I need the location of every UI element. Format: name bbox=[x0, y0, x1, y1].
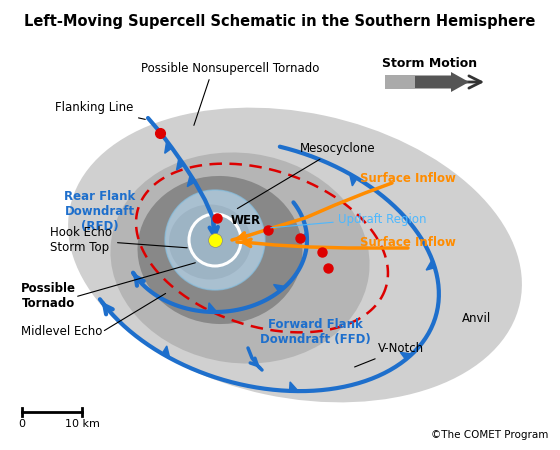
Ellipse shape bbox=[110, 153, 370, 364]
Polygon shape bbox=[290, 382, 298, 392]
Polygon shape bbox=[426, 259, 435, 270]
FancyArrow shape bbox=[385, 72, 469, 92]
FancyArrow shape bbox=[385, 76, 415, 89]
Text: WER: WER bbox=[231, 213, 261, 226]
Polygon shape bbox=[176, 158, 184, 170]
Text: 10 km: 10 km bbox=[64, 419, 100, 429]
Polygon shape bbox=[349, 173, 357, 186]
Text: Rear Flank
Downdraft
(RFD): Rear Flank Downdraft (RFD) bbox=[64, 190, 136, 233]
Text: Flanking Line: Flanking Line bbox=[55, 102, 145, 119]
Text: Possible Nonsupercell Tornado: Possible Nonsupercell Tornado bbox=[141, 62, 319, 75]
Text: Updraft Region: Updraft Region bbox=[338, 213, 427, 226]
Text: 0: 0 bbox=[18, 419, 26, 429]
Polygon shape bbox=[274, 284, 286, 292]
Text: Left-Moving Supercell Schematic in the Southern Hemisphere: Left-Moving Supercell Schematic in the S… bbox=[24, 14, 536, 29]
Text: Mesocyclone: Mesocyclone bbox=[237, 142, 376, 209]
Text: Midlevel Echo: Midlevel Echo bbox=[21, 325, 102, 338]
Ellipse shape bbox=[169, 204, 251, 279]
Text: Anvil: Anvil bbox=[462, 311, 491, 324]
Text: ©The COMET Program: ©The COMET Program bbox=[431, 430, 548, 440]
Polygon shape bbox=[298, 232, 307, 241]
Polygon shape bbox=[165, 141, 172, 153]
Polygon shape bbox=[400, 352, 413, 360]
Ellipse shape bbox=[68, 108, 522, 402]
Text: Surface Inflow: Surface Inflow bbox=[360, 237, 456, 249]
Text: Forward Flank
Downdraft (FFD): Forward Flank Downdraft (FFD) bbox=[260, 318, 370, 346]
Text: V-Notch: V-Notch bbox=[354, 342, 424, 367]
Text: Storm Motion: Storm Motion bbox=[382, 57, 478, 70]
Text: Surface Inflow: Surface Inflow bbox=[360, 171, 456, 184]
Ellipse shape bbox=[138, 176, 302, 324]
Polygon shape bbox=[162, 346, 170, 358]
Polygon shape bbox=[208, 303, 217, 312]
Text: Possible
Tornado: Possible Tornado bbox=[21, 282, 76, 310]
Circle shape bbox=[165, 190, 265, 290]
Text: Hook Echo
Storm Top: Hook Echo Storm Top bbox=[50, 226, 187, 254]
Polygon shape bbox=[187, 174, 195, 187]
